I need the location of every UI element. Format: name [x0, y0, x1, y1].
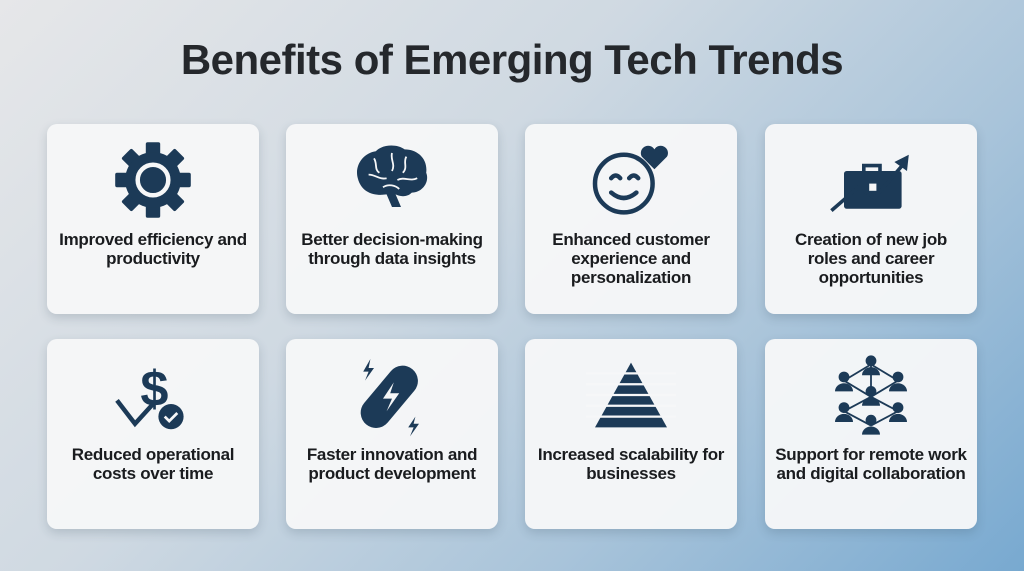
lightning-capsule-icon	[286, 345, 498, 445]
brain-icon	[286, 130, 498, 230]
card-label: Increased scalability for businesses	[537, 445, 725, 483]
card-decision-making: Better decision-making through data insi…	[286, 124, 498, 314]
card-customer-experience: Enhanced customer experience and persona…	[525, 124, 737, 314]
gear-icon	[47, 130, 259, 230]
card-reduced-costs: $ Reduced operational costs over time	[47, 339, 259, 529]
pyramid-icon	[525, 345, 737, 445]
dollar-down-check-icon: $	[47, 345, 259, 445]
card-label: Creation of new job roles and career opp…	[794, 230, 948, 287]
network-people-icon	[765, 345, 977, 445]
card-label: Improved efficiency and productivity	[59, 230, 247, 268]
card-scalability: Increased scalability for businesses	[525, 339, 737, 529]
card-label: Faster innovation and product developmen…	[306, 445, 478, 483]
page-title: Benefits of Emerging Tech Trends	[180, 36, 844, 83]
card-label: Better decision-making through data insi…	[301, 230, 483, 268]
card-faster-innovation: Faster innovation and product developmen…	[286, 339, 498, 529]
briefcase-growth-icon	[765, 130, 977, 230]
card-label: Reduced operational costs over time	[71, 445, 235, 483]
card-remote-work: Support for remote work and digital coll…	[765, 339, 977, 529]
card-efficiency: Improved efficiency and productivity	[47, 124, 259, 314]
card-label: Support for remote work and digital coll…	[775, 445, 967, 483]
card-label: Enhanced customer experience and persona…	[552, 230, 710, 287]
card-new-job-roles: Creation of new job roles and career opp…	[765, 124, 977, 314]
smiley-heart-icon	[525, 130, 737, 230]
